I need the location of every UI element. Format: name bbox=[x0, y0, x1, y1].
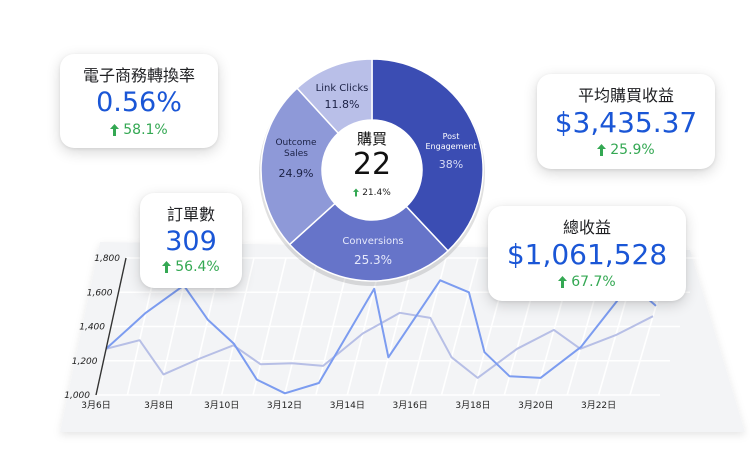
purchases-change: 21.4% bbox=[353, 188, 391, 198]
x-axis-labels: 3月6日 3月8日 3月10日 3月12日 3月14日 3月16日 3月18日 3月20日 3月… bbox=[81, 400, 616, 411]
segment-pct: 38% bbox=[438, 158, 464, 171]
y-tick-label: 1,000 bbox=[64, 391, 90, 401]
card-label: 訂單數 bbox=[166, 205, 215, 224]
card-value: $3,435.37 bbox=[554, 106, 698, 139]
segment-name: Post Engagement bbox=[425, 132, 477, 151]
card-change-value: 56.4% bbox=[175, 258, 220, 275]
segment-name: Conversions bbox=[342, 236, 404, 247]
segment-name: Outcome Sales bbox=[275, 138, 317, 160]
segment-pct: 11.8% bbox=[324, 97, 360, 111]
purchases-value: 22 bbox=[352, 147, 392, 182]
card-change: 56.4% bbox=[162, 258, 220, 275]
purchases-change-value: 21.4% bbox=[362, 187, 391, 198]
card-value: 0.56% bbox=[96, 87, 182, 118]
y-axis-line bbox=[95, 257, 127, 396]
x-tick-label: 3月16日 bbox=[393, 400, 428, 411]
avg-purchase-revenue-card: 平均購買收益 $3,435.37 25.9% bbox=[537, 74, 715, 169]
chart-series bbox=[105, 279, 657, 395]
y-tick-label: 1,200 bbox=[72, 357, 98, 367]
card-label: 電子商務轉換率 bbox=[82, 66, 195, 85]
segment-label-outcome-sales: Outcome Sales 24.9% bbox=[262, 138, 330, 180]
card-value: 309 bbox=[165, 226, 217, 257]
card-label: 總收益 bbox=[562, 218, 611, 237]
segment-label-post-engagement: Post Engagement 38% bbox=[418, 132, 484, 172]
card-change: 25.9% bbox=[597, 141, 655, 158]
y-tick-label: 1,800 bbox=[94, 254, 120, 264]
x-tick-label: 3月8日 bbox=[144, 400, 173, 411]
total-revenue-card: 總收益 $1,061,528 67.7% bbox=[488, 206, 686, 301]
card-value: $1,061,528 bbox=[506, 238, 668, 271]
x-tick-label: 3月20日 bbox=[518, 400, 553, 411]
up-arrow-icon bbox=[353, 188, 360, 197]
x-tick-label: 3月10日 bbox=[204, 400, 239, 411]
card-label: 平均購買收益 bbox=[577, 86, 674, 105]
card-change: 58.1% bbox=[110, 121, 168, 138]
y-tick-label: 1,400 bbox=[79, 323, 105, 333]
x-tick-label: 3月18日 bbox=[455, 400, 490, 411]
x-tick-label: 3月6日 bbox=[81, 400, 110, 411]
y-tick-label: 1,600 bbox=[87, 288, 113, 298]
card-change: 67.7% bbox=[558, 273, 616, 290]
purchases-label: 購買 bbox=[356, 130, 387, 148]
segment-pct: 24.9% bbox=[278, 166, 314, 180]
orders-card: 訂單數 309 56.4% bbox=[140, 193, 242, 288]
donut-chart bbox=[259, 58, 485, 286]
series-line-1 bbox=[105, 279, 657, 395]
y-axis-labels: 1,000 1,200 1,400 1,600 1,800 bbox=[64, 254, 120, 401]
donut-center: 購買 22 21.4% bbox=[332, 130, 412, 210]
segment-label-conversions: Conversions 25.3% bbox=[332, 236, 414, 268]
segment-pct: 25.3% bbox=[353, 252, 393, 267]
card-change-value: 67.7% bbox=[571, 273, 616, 290]
x-tick-label: 3月22日 bbox=[581, 400, 616, 411]
card-change-value: 25.9% bbox=[610, 141, 655, 158]
up-arrow-icon bbox=[597, 143, 607, 156]
x-tick-label: 3月14日 bbox=[330, 400, 365, 411]
conversion-rate-card: 電子商務轉換率 0.56% 58.1% bbox=[60, 54, 218, 148]
up-arrow-icon bbox=[162, 260, 172, 273]
donut-hole bbox=[322, 120, 422, 220]
up-arrow-icon bbox=[110, 123, 120, 136]
segment-name: Link Clicks bbox=[315, 83, 369, 94]
segment-label-link-clicks: Link Clicks 11.8% bbox=[302, 83, 382, 111]
card-change-value: 58.1% bbox=[123, 121, 168, 138]
up-arrow-icon bbox=[558, 275, 568, 288]
x-tick-label: 3月12日 bbox=[267, 400, 302, 411]
